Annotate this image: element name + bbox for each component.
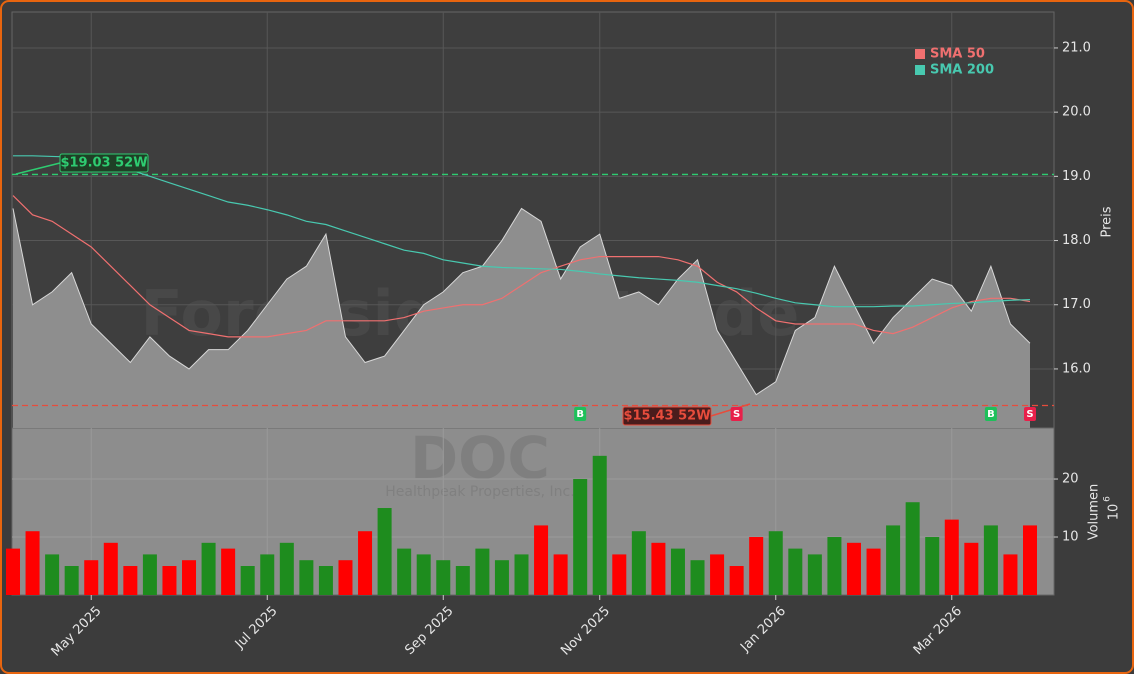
volume-bar (436, 560, 451, 595)
watermark-symbol: DOC (410, 424, 550, 492)
signal-box (1024, 407, 1036, 421)
volume-bar (475, 548, 490, 595)
volume-bar (338, 560, 353, 595)
volume-bar (827, 537, 842, 595)
volume-bar (1003, 554, 1018, 595)
y-tick-label: 17.0 (1062, 297, 1091, 312)
volume-bar (631, 531, 646, 595)
signal-label: S (1026, 409, 1033, 420)
volume-bar (103, 542, 118, 595)
volume-bar (279, 542, 294, 595)
volume-bar (318, 566, 333, 595)
legend-label: SMA 50 (930, 47, 985, 62)
y-tick-label: 18.0 (1062, 233, 1091, 248)
level-annotation: $19.03 52W (15, 153, 149, 175)
volume-bar (416, 554, 431, 595)
volume-bar (1023, 525, 1037, 595)
volume-bar (182, 560, 197, 595)
volume-bar (807, 554, 822, 595)
y-tick-label: 19.0 (1062, 169, 1091, 184)
signal-label: S (733, 409, 740, 420)
annotation-label: $15.43 52W (623, 409, 710, 424)
volume-axis-label: Volumen (1087, 484, 1102, 541)
price-axis-label: Preis (1100, 206, 1115, 237)
volume-bar (964, 542, 979, 595)
volume-scale-base: 10 (1107, 504, 1122, 521)
volume-bar (710, 554, 725, 595)
legend-swatch (915, 49, 925, 59)
volume-bar (221, 548, 236, 595)
volume-bar (240, 566, 255, 595)
volume-bar (768, 531, 783, 595)
volume-bar (514, 554, 529, 595)
price-line (12, 207, 1031, 396)
volume-bar (651, 542, 666, 595)
volume-bar (84, 560, 99, 595)
y-tick-label: 20.0 (1062, 105, 1091, 120)
y-tick-label: 20 (1062, 472, 1079, 487)
volume-bar (612, 554, 627, 595)
y-tick-label: 10 (1062, 530, 1079, 545)
volume-bar (201, 542, 216, 595)
volume-bar (983, 525, 998, 595)
annotation-label: $19.03 52W (60, 156, 147, 171)
annotation-arrow (710, 403, 751, 417)
volume-bar (944, 519, 959, 595)
volume-bar (886, 525, 901, 595)
volume-bar (729, 566, 744, 595)
volume-bar (866, 548, 881, 595)
watermark-company: Healthpeak Properties, Inc. (385, 484, 574, 500)
volume-bar (690, 560, 705, 595)
volume-bar (455, 566, 470, 595)
price-area (13, 208, 1030, 428)
signal-label: B (576, 409, 584, 420)
volume-bar (905, 502, 920, 595)
annotation-box (622, 406, 712, 426)
volume-bar (846, 542, 861, 595)
volume-bar (299, 560, 314, 595)
volume-bar (377, 508, 392, 595)
volume-bar (123, 566, 138, 595)
volume-bar (358, 531, 373, 595)
volume-bar (670, 548, 685, 595)
legend-swatch (915, 65, 925, 75)
volume-bar (142, 554, 157, 595)
sma-line (13, 155, 1031, 308)
sma-line (12, 195, 1031, 338)
y-tick-label: 16.0 (1062, 361, 1091, 376)
volume-bar (162, 566, 177, 595)
annotation-arrow (15, 162, 61, 175)
signal-box (574, 407, 587, 421)
level-annotation: $15.43 52W (622, 403, 751, 426)
volume-bar (260, 554, 275, 595)
volume-bar (925, 537, 940, 595)
annotation-box (59, 153, 149, 173)
volume-bar (592, 455, 607, 595)
signal-box (984, 407, 997, 421)
volume-bar (494, 560, 509, 595)
volume-bar (788, 548, 803, 595)
volume-bar (573, 479, 588, 595)
volume-bar (749, 537, 764, 595)
volume-bar (25, 531, 40, 595)
volume-bar (64, 566, 79, 595)
volume-bar (6, 548, 20, 595)
volume-scale-exponent: 6 (1103, 496, 1113, 502)
signal-box (730, 407, 743, 421)
y-tick-label: 21.0 (1062, 40, 1091, 55)
volume-bar (534, 525, 549, 595)
volume-bar (397, 548, 412, 595)
volume-bar (553, 554, 568, 595)
legend-label: SMA 200 (930, 63, 994, 78)
volume-bar (45, 554, 60, 595)
signal-label: B (987, 409, 995, 420)
